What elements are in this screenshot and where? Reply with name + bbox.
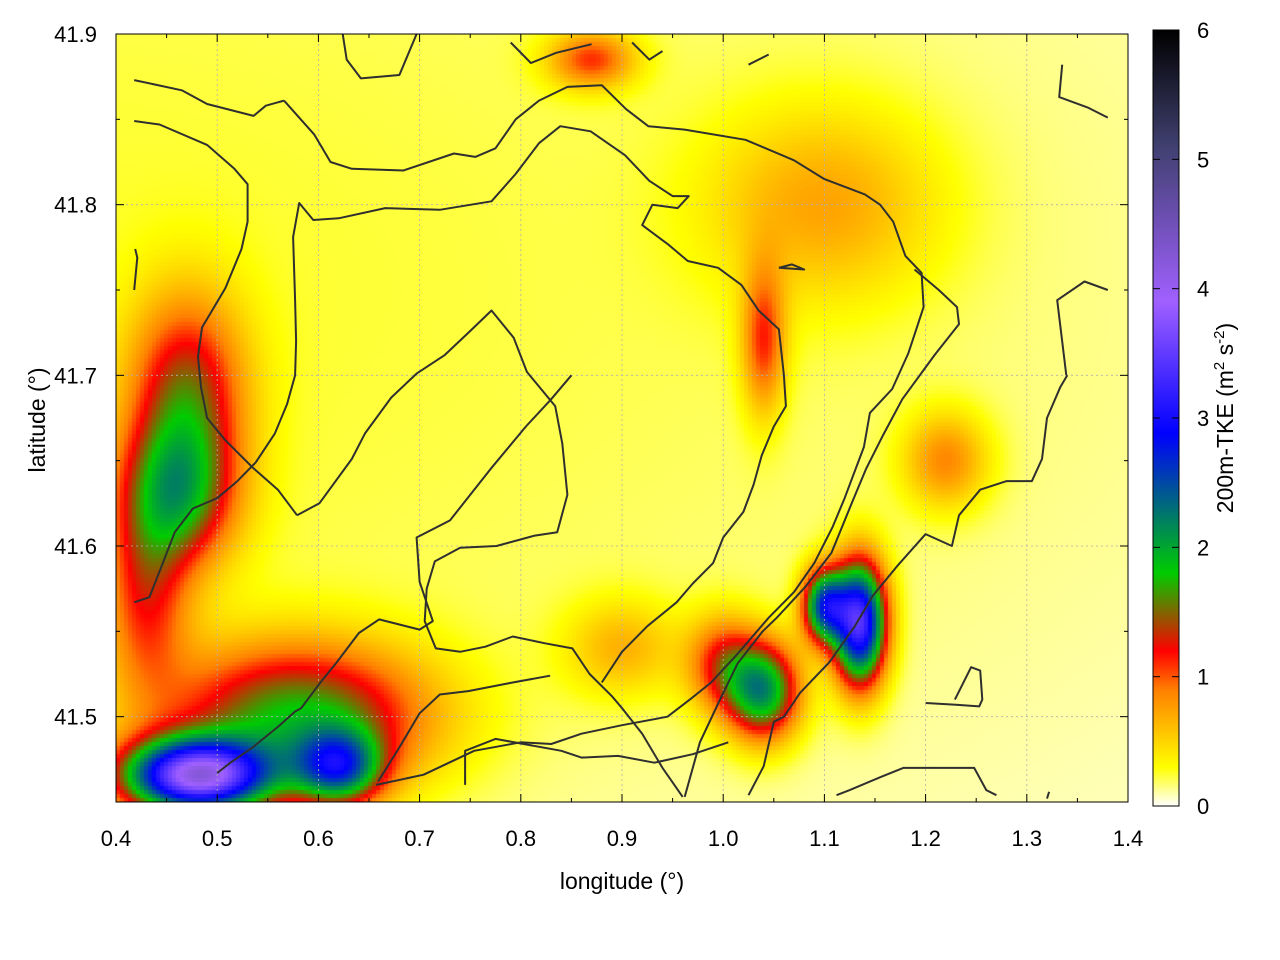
contour-line — [296, 309, 684, 798]
x-tick-label: 1.1 — [809, 826, 840, 851]
contour-line — [341, 34, 418, 80]
y-tick-label: 41.7 — [54, 363, 97, 388]
contour-line — [778, 263, 806, 271]
y-tick-label: 41.5 — [54, 705, 97, 730]
x-tick-label: 1.3 — [1012, 826, 1043, 851]
contour-line — [134, 120, 298, 516]
contour-line — [1056, 280, 1109, 376]
colorbar: 0 1 2 3 4 5 6 200m-TKE (m2 s-2) — [1152, 18, 1238, 819]
y-axis-title: latitude (°) — [24, 367, 50, 472]
x-tick-label: 0.8 — [506, 826, 537, 851]
grid — [116, 33, 1128, 802]
contour-line — [283, 84, 925, 786]
x-tick-label: 1.0 — [708, 826, 739, 851]
colorbar-tick-label: 3 — [1197, 406, 1209, 431]
x-tick-label: 0.4 — [101, 826, 132, 851]
x-axis-title: longitude (°) — [560, 868, 684, 894]
colorbar-tick-label: 6 — [1197, 18, 1209, 43]
contour-line — [1058, 64, 1109, 119]
x-tick-label: 0.6 — [303, 826, 334, 851]
y-tick-label: 41.6 — [54, 534, 97, 559]
x-tick-label: 0.5 — [202, 826, 233, 851]
contour-line — [509, 41, 592, 64]
y-axis-ticks: 41.5 41.6 41.7 41.8 41.9 — [54, 22, 1128, 803]
colorbar-title: 200m-TKE (m2 s-2) — [1211, 323, 1238, 513]
colorbar-tick-label: 0 — [1197, 794, 1209, 819]
contour-lines — [133, 34, 1109, 799]
x-axis-ticks: 0.4 0.5 0.6 0.7 0.8 0.9 1.0 1.1 1.2 1.3 1.4 — [101, 34, 1144, 851]
colorbar-tick-label: 4 — [1197, 277, 1209, 302]
colorbar-ticks: 0 1 2 3 4 5 6 — [1153, 18, 1209, 819]
contour-line — [377, 674, 551, 783]
contour-line — [1046, 791, 1051, 799]
contour-line — [133, 248, 139, 291]
contour-line — [748, 53, 770, 66]
contour-line — [747, 374, 1069, 796]
y-tick-label: 41.9 — [54, 22, 97, 47]
contour-line — [683, 268, 960, 798]
contour-line — [464, 737, 729, 785]
colorbar-tick-label: 5 — [1197, 147, 1209, 172]
x-tick-label: 0.7 — [404, 826, 435, 851]
contour-line — [925, 666, 984, 708]
x-tick-label: 1.2 — [910, 826, 941, 851]
x-tick-label: 0.9 — [607, 826, 638, 851]
contour-line — [133, 125, 787, 684]
contour-line — [216, 374, 573, 774]
plot-area: 0.4 0.5 0.6 0.7 0.8 0.9 1.0 1.1 1.2 1.3 1.4 41.541… — [54, 22, 1143, 851]
x-tick-label: 1.4 — [1113, 826, 1144, 851]
colorbar-tick-label: 2 — [1197, 535, 1209, 560]
contour-line — [133, 79, 285, 117]
contour-line — [836, 766, 997, 797]
colorbar-tick-label: 1 — [1197, 665, 1209, 690]
contour-line — [631, 41, 664, 61]
y-tick-label: 41.8 — [54, 193, 97, 218]
